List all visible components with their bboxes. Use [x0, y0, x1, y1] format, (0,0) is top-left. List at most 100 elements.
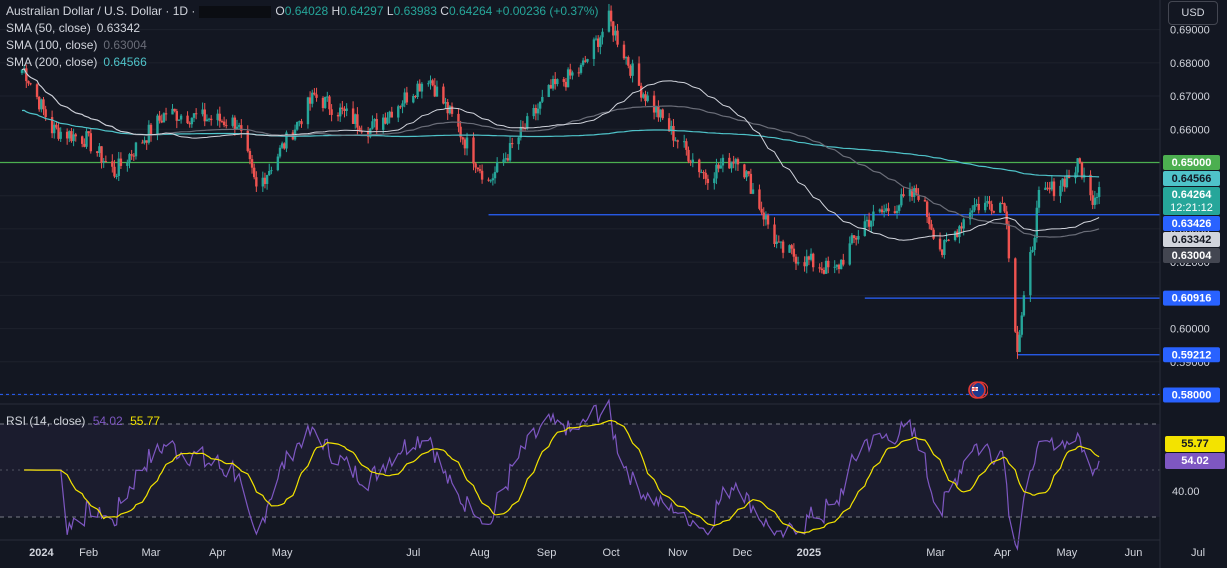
candle	[250, 155, 254, 174]
candle-body	[384, 117, 387, 124]
rsi-ma-legend-value: 55.77	[130, 414, 161, 428]
candle-body	[111, 161, 114, 167]
candle-body	[751, 189, 755, 194]
candle-body	[278, 147, 282, 157]
candle	[132, 153, 135, 161]
candle-body	[201, 109, 204, 115]
candle-body	[932, 229, 935, 239]
candle	[893, 205, 897, 214]
candle	[609, 5, 613, 27]
candle-body	[420, 83, 424, 92]
time-tick-label: Jun	[1125, 547, 1143, 559]
level-634-tag-text: 0.63426	[1172, 218, 1212, 230]
sma100-legend[interactable]: SMA (100, close) 0.63004	[6, 38, 147, 52]
candle	[855, 236, 858, 246]
candle	[463, 137, 467, 156]
candle-body	[646, 95, 649, 102]
candle-body	[833, 266, 836, 268]
candle-body	[162, 113, 166, 123]
candle	[220, 119, 224, 123]
candle-body	[388, 111, 391, 118]
rsi-legend[interactable]: RSI (14, close) 54.02 55.77	[6, 414, 161, 428]
candle	[839, 259, 843, 270]
candle-body	[113, 166, 116, 177]
candle-body	[872, 211, 875, 221]
candle-body	[233, 117, 237, 130]
symbol-title[interactable]: Australian Dollar / U.S. Dollar · 1D ·	[6, 4, 196, 18]
candle	[766, 213, 770, 229]
sma200-legend[interactable]: SMA (200, close) 0.64566	[6, 55, 147, 69]
candle-body	[508, 143, 512, 161]
candle	[57, 121, 60, 141]
candle	[141, 139, 144, 144]
candle-body	[592, 39, 596, 59]
candle	[713, 172, 716, 190]
candle-body	[128, 154, 131, 163]
candle-body	[923, 199, 927, 202]
level-609-tag-text: 0.60916	[1172, 293, 1212, 305]
candle	[42, 97, 45, 116]
candle	[526, 112, 529, 130]
candle-body	[1044, 187, 1047, 190]
candle-body	[74, 134, 77, 137]
candle	[551, 75, 555, 91]
candle	[745, 170, 748, 182]
candle	[796, 256, 800, 266]
candle-body	[640, 85, 643, 98]
candle	[472, 132, 475, 171]
candle	[629, 64, 632, 79]
candle	[646, 91, 649, 103]
candle	[474, 162, 477, 174]
candle	[1014, 257, 1017, 333]
last-price-tag-text: 0.64264	[1172, 189, 1213, 201]
candle-body	[276, 156, 280, 171]
candle-body	[554, 79, 557, 85]
candle-body	[867, 219, 871, 227]
level-650-tag-bg	[1163, 154, 1220, 170]
candle-body	[1048, 187, 1051, 190]
rsi-axis-tag: 54.02	[1165, 453, 1225, 469]
candle	[351, 101, 355, 125]
candle	[717, 163, 720, 173]
candle	[1095, 192, 1099, 205]
candle-body	[938, 238, 942, 250]
candle-body	[96, 151, 99, 154]
sma200-tag-text: 0.64566	[1172, 173, 1212, 185]
candle	[953, 230, 957, 242]
time-tick-label: Jul	[406, 547, 420, 559]
candle	[624, 56, 628, 65]
candle-body	[487, 179, 490, 181]
candle	[160, 114, 163, 124]
candle-body	[351, 108, 355, 124]
candle-body	[953, 231, 957, 241]
candle	[237, 122, 241, 130]
candle-body	[719, 165, 722, 169]
candle	[83, 138, 86, 148]
candle-body	[1033, 237, 1036, 250]
time-tick-label: 2025	[797, 547, 821, 559]
candle	[431, 78, 434, 87]
candle-body	[882, 211, 886, 213]
candle	[360, 125, 363, 134]
candle	[384, 112, 387, 125]
sma50-legend-value: 0.63342	[96, 21, 141, 35]
candle-body	[414, 96, 417, 98]
candle-body	[382, 117, 385, 130]
candle-body	[672, 125, 675, 141]
candle-body	[444, 102, 447, 104]
candle-body	[42, 99, 45, 110]
candle	[427, 80, 430, 87]
candle-body	[222, 121, 226, 126]
australia-flag-icon[interactable]	[966, 381, 988, 399]
candle	[532, 104, 535, 120]
time-tick-label: Apr	[209, 547, 226, 559]
candle-body	[511, 143, 514, 145]
candle	[373, 118, 376, 128]
level-592-tag: 0.59212	[1163, 347, 1220, 363]
candle-body	[27, 81, 30, 84]
candle	[842, 253, 845, 267]
candle-body	[205, 119, 209, 122]
sma50-legend[interactable]: SMA (50, close) 0.63342	[6, 21, 141, 35]
candle-body	[1059, 185, 1062, 197]
currency-button[interactable]: USD	[1168, 1, 1218, 25]
